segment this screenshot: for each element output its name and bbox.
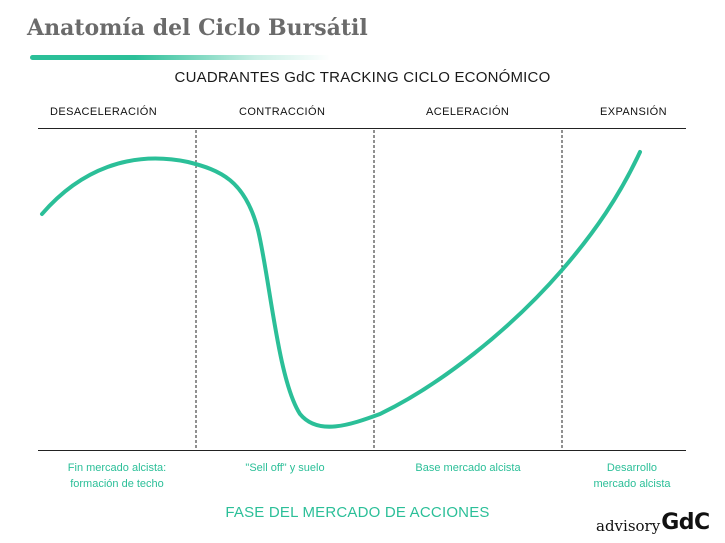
caption-line: Desarrollo (606, 462, 658, 474)
quadrant-label-expansion: EXPANSIÓN (600, 106, 667, 118)
caption-line: formación de techo (70, 478, 164, 490)
quadrant-label-desaceleracion: DESACELERACIÓN (50, 106, 158, 118)
brand-logo: advisory GdC (596, 506, 710, 536)
caption-line: "Sell off" y suelo (245, 462, 325, 474)
phase-caption-desaceleracion: Fin mercado alcista: formación de techo (38, 460, 196, 492)
header-divider (38, 128, 686, 129)
caption-line: Base mercado alcista (415, 462, 521, 474)
caption-line: Fin mercado alcista: (67, 462, 167, 474)
brand-gdc-text: GdC (661, 510, 710, 535)
diagram-title: CUADRANTES GdC TRACKING CICLO ECONÓMICO (174, 69, 551, 86)
caption-line: mercado alcista (593, 478, 671, 490)
phase-caption-contraccion: "Sell off" y suelo (196, 460, 374, 476)
phase-caption-aceleracion: Base mercado alcista (374, 460, 562, 476)
footer-title: FASE DEL MERCADO DE ACCIONES (225, 504, 490, 521)
quadrant-label-aceleracion: ACELERACIÓN (426, 106, 510, 118)
title-underline (30, 55, 330, 60)
brand-advisory-text: advisory (596, 517, 661, 535)
phase-caption-expansion: Desarrollo mercado alcista (562, 460, 702, 492)
baseline-divider (38, 450, 686, 451)
page-title: Anatomía del Ciclo Bursátil (27, 15, 368, 41)
quadrant-label-contraccion: CONTRACCIÓN (239, 106, 326, 118)
market-cycle-curve (40, 150, 642, 429)
